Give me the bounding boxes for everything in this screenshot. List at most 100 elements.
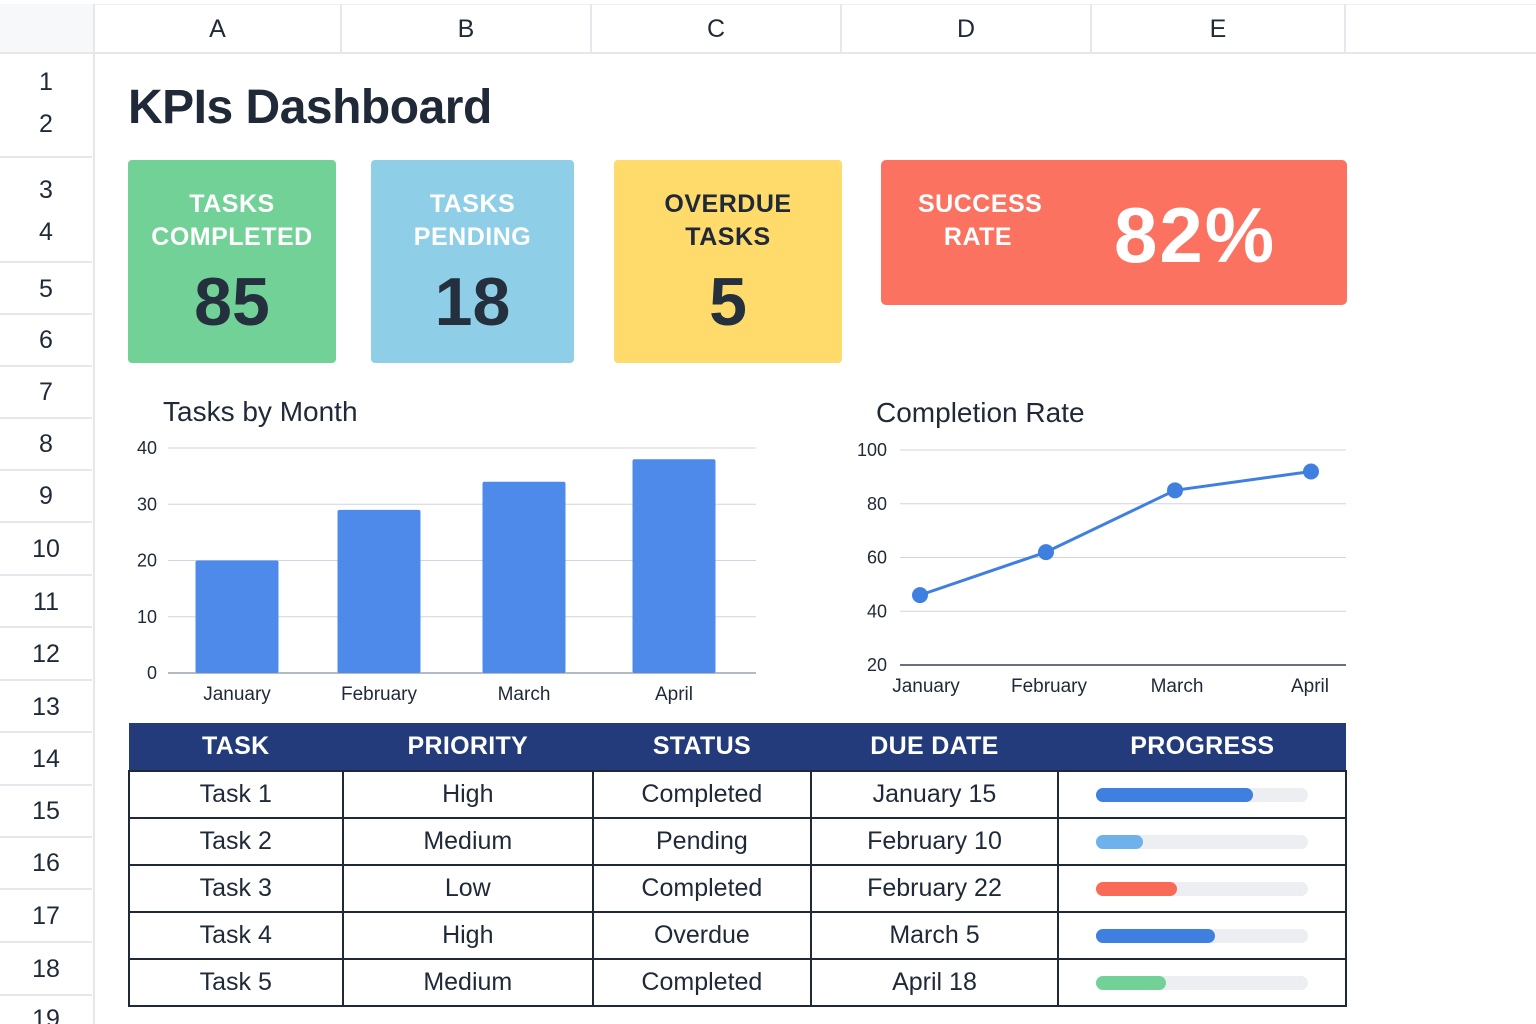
kpi-value: 82% — [1114, 191, 1277, 279]
point-march — [1167, 482, 1183, 499]
due-date-cell[interactable]: February 10 — [809, 817, 1060, 866]
x-tick-label: January — [203, 684, 271, 705]
row-header-17[interactable]: 17 — [32, 901, 60, 930]
task-cell[interactable]: Task 3 — [128, 864, 344, 913]
x-tick-label: February — [1011, 676, 1088, 697]
line-chart-title: Completion Rate — [876, 397, 1085, 428]
y-tick-label: 10 — [137, 607, 157, 627]
header-progress[interactable]: PROGRESS — [1057, 723, 1346, 771]
x-tick-label: March — [498, 684, 551, 705]
kpi-card-tasks-pending[interactable]: TASKS PENDING 18 — [371, 160, 574, 363]
due-date-cell[interactable]: January 15 — [809, 770, 1060, 819]
row-header-9[interactable]: 9 — [39, 481, 53, 510]
y-tick-label: 20 — [867, 655, 887, 675]
column-header-e[interactable]: E — [1092, 4, 1346, 54]
status-cell[interactable]: Completed — [592, 770, 812, 819]
kpi-card-success-rate[interactable]: SUCCESS RATE 82% — [881, 160, 1347, 305]
row-header-4[interactable]: 4 — [39, 217, 53, 246]
header-task[interactable]: TASK — [128, 723, 343, 771]
line-chart[interactable]: 20 40 60 80 100 January February March April — [850, 432, 1360, 707]
row-header-10[interactable]: 10 — [32, 534, 60, 563]
table-row[interactable]: Task 4 High Overdue March 5 — [128, 911, 1347, 960]
column-header-bar — [0, 4, 1536, 54]
progress-bar-fill — [1096, 787, 1253, 802]
due-date-cell[interactable]: March 5 — [809, 911, 1060, 960]
row-header-11[interactable]: 11 — [33, 587, 59, 616]
due-date-cell[interactable]: February 22 — [809, 864, 1060, 913]
priority-cell[interactable]: Medium — [341, 817, 595, 866]
point-february — [1038, 544, 1054, 561]
table-row[interactable]: Task 5 Medium Completed April 18 — [128, 958, 1347, 1007]
column-header-b[interactable]: B — [342, 4, 592, 54]
select-all-corner[interactable] — [0, 4, 95, 54]
priority-cell[interactable]: Low — [341, 864, 595, 913]
priority-cell[interactable]: Medium — [341, 958, 595, 1007]
row-header-8[interactable]: 8 — [39, 429, 53, 458]
progress-bar-track — [1096, 881, 1309, 896]
progress-cell[interactable] — [1057, 911, 1347, 960]
x-tick-label: February — [341, 684, 418, 705]
progress-bar-track — [1096, 928, 1309, 943]
row-header-6[interactable]: 6 — [39, 325, 53, 354]
series-line — [919, 470, 1312, 597]
header-status[interactable]: STATUS — [592, 723, 811, 771]
row-header-12[interactable]: 12 — [32, 639, 60, 668]
row-header-3[interactable]: 3 — [39, 175, 53, 204]
priority-cell[interactable]: High — [341, 911, 595, 960]
table-row[interactable]: Task 1 High Completed January 15 — [128, 770, 1347, 819]
y-tick-label: 40 — [867, 601, 887, 621]
x-tick-label: April — [1291, 676, 1329, 697]
row-header-2[interactable]: 2 — [39, 109, 53, 138]
bar-january — [195, 560, 279, 673]
column-header-c[interactable]: C — [592, 4, 842, 54]
row-header-18[interactable]: 18 — [32, 954, 60, 983]
table-row[interactable]: Task 3 Low Completed February 22 — [128, 864, 1347, 913]
table-header-row: TASK PRIORITY STATUS DUE DATE PROGRESS — [128, 723, 1346, 771]
kpi-label: TASKS COMPLETED — [151, 190, 313, 251]
kpi-card-tasks-completed[interactable]: TASKS COMPLETED 85 — [128, 160, 336, 363]
progress-bar-fill — [1096, 834, 1143, 849]
bar-april — [632, 459, 716, 673]
bar-chart[interactable]: 0 10 20 30 40 January February March April — [128, 430, 768, 715]
row-header-16[interactable]: 16 — [32, 848, 60, 877]
progress-cell[interactable] — [1057, 958, 1347, 1007]
task-cell[interactable]: Task 5 — [128, 958, 344, 1007]
task-cell[interactable]: Task 1 — [128, 770, 344, 819]
row-header-7[interactable]: 7 — [39, 377, 53, 406]
y-tick-label: 100 — [857, 440, 887, 460]
progress-cell[interactable] — [1057, 817, 1347, 866]
point-april — [1303, 463, 1319, 480]
progress-bar-fill — [1096, 928, 1215, 943]
kpi-value: 5 — [709, 264, 747, 340]
table-row[interactable]: Task 2 Medium Pending February 10 — [128, 817, 1347, 866]
row-header-14[interactable]: 14 — [32, 744, 60, 773]
progress-cell[interactable] — [1057, 864, 1347, 913]
task-cell[interactable]: Task 2 — [128, 817, 344, 866]
row-header-5[interactable]: 5 — [39, 274, 53, 303]
priority-cell[interactable]: High — [341, 770, 595, 819]
row-header-15[interactable]: 15 — [32, 796, 60, 825]
bar-march — [482, 481, 566, 673]
row-header-1[interactable]: 1 — [39, 67, 53, 96]
status-cell[interactable]: Pending — [592, 817, 812, 866]
bar-chart-title: Tasks by Month — [163, 396, 358, 427]
header-due-date[interactable]: DUE DATE — [810, 723, 1059, 771]
progress-cell[interactable] — [1057, 770, 1347, 819]
progress-bar-fill — [1096, 975, 1167, 990]
task-cell[interactable]: Task 4 — [128, 911, 344, 960]
status-cell[interactable]: Overdue — [592, 911, 812, 960]
kpi-card-overdue-tasks[interactable]: OVERDUE TASKS 5 — [614, 160, 842, 363]
column-header-a[interactable]: A — [95, 4, 342, 54]
row-header-19[interactable]: 19 — [32, 1004, 60, 1024]
status-cell[interactable]: Completed — [592, 958, 812, 1007]
row-header-13[interactable]: 13 — [32, 692, 60, 721]
kpi-label: TASKS PENDING — [413, 190, 532, 251]
y-tick-label: 80 — [867, 494, 887, 514]
column-header-d[interactable]: D — [842, 4, 1092, 54]
header-priority[interactable]: PRIORITY — [342, 723, 594, 771]
progress-bar-track — [1096, 787, 1309, 802]
due-date-cell[interactable]: April 18 — [809, 958, 1060, 1007]
status-cell[interactable]: Completed — [592, 864, 812, 913]
page-title: KPIs Dashboard — [128, 81, 492, 134]
